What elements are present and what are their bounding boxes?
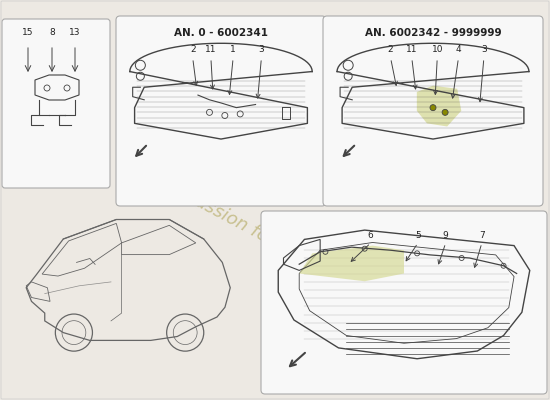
FancyBboxPatch shape <box>116 16 326 206</box>
Polygon shape <box>299 246 404 281</box>
Text: 7: 7 <box>479 230 485 240</box>
Text: AN. 6002342 - 9999999: AN. 6002342 - 9999999 <box>365 28 501 38</box>
FancyBboxPatch shape <box>2 19 110 188</box>
Text: 10: 10 <box>432 46 443 54</box>
Text: 13: 13 <box>69 28 81 37</box>
Text: 2: 2 <box>388 46 393 54</box>
Text: 11: 11 <box>406 46 417 54</box>
Text: AN. 0 - 6002341: AN. 0 - 6002341 <box>174 28 268 38</box>
Text: 3: 3 <box>258 46 264 54</box>
Text: 3: 3 <box>481 46 487 54</box>
Text: 11: 11 <box>205 46 217 54</box>
FancyBboxPatch shape <box>323 16 543 206</box>
Text: 4: 4 <box>455 46 461 54</box>
Text: 8: 8 <box>49 28 55 37</box>
Text: 6: 6 <box>368 230 373 240</box>
Text: 2: 2 <box>190 46 196 54</box>
Circle shape <box>442 109 448 115</box>
Text: 15: 15 <box>22 28 34 37</box>
Circle shape <box>430 105 436 111</box>
FancyBboxPatch shape <box>261 211 547 394</box>
Text: 1: 1 <box>230 46 236 54</box>
Polygon shape <box>417 86 461 126</box>
Text: 5: 5 <box>415 230 421 240</box>
Text: a passion for parts simplified: a passion for parts simplified <box>167 179 405 317</box>
Text: 9: 9 <box>443 230 449 240</box>
